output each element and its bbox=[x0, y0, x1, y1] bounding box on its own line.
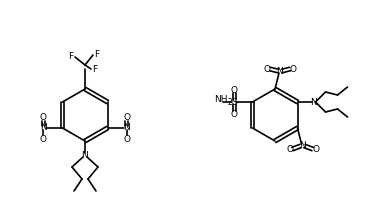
Text: O: O bbox=[40, 134, 47, 143]
Text: O: O bbox=[286, 146, 293, 154]
Text: O: O bbox=[231, 85, 238, 95]
Text: S: S bbox=[232, 97, 237, 107]
Text: 2: 2 bbox=[227, 97, 232, 107]
Text: F: F bbox=[95, 50, 99, 58]
Text: O: O bbox=[312, 146, 319, 154]
Text: F: F bbox=[92, 65, 98, 74]
Text: N: N bbox=[310, 97, 317, 107]
Text: O: O bbox=[231, 110, 238, 119]
Text: N: N bbox=[123, 123, 130, 133]
Text: O: O bbox=[40, 112, 47, 122]
Text: O: O bbox=[289, 65, 296, 73]
Text: N: N bbox=[299, 142, 306, 150]
Text: NH: NH bbox=[214, 95, 227, 104]
Text: O: O bbox=[123, 112, 130, 122]
Text: F: F bbox=[68, 51, 73, 61]
Text: N: N bbox=[277, 66, 283, 76]
Text: N: N bbox=[40, 123, 47, 133]
Text: O: O bbox=[123, 134, 130, 143]
Text: N: N bbox=[82, 150, 88, 160]
Text: O: O bbox=[263, 65, 270, 73]
